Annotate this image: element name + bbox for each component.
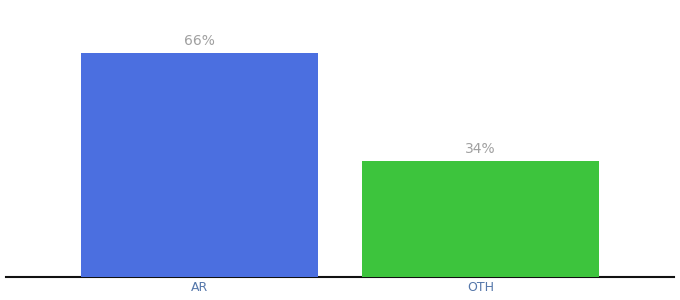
Bar <box>81 53 318 277</box>
Bar <box>362 161 599 277</box>
Text: 66%: 66% <box>184 34 215 48</box>
Text: 34%: 34% <box>465 142 496 156</box>
